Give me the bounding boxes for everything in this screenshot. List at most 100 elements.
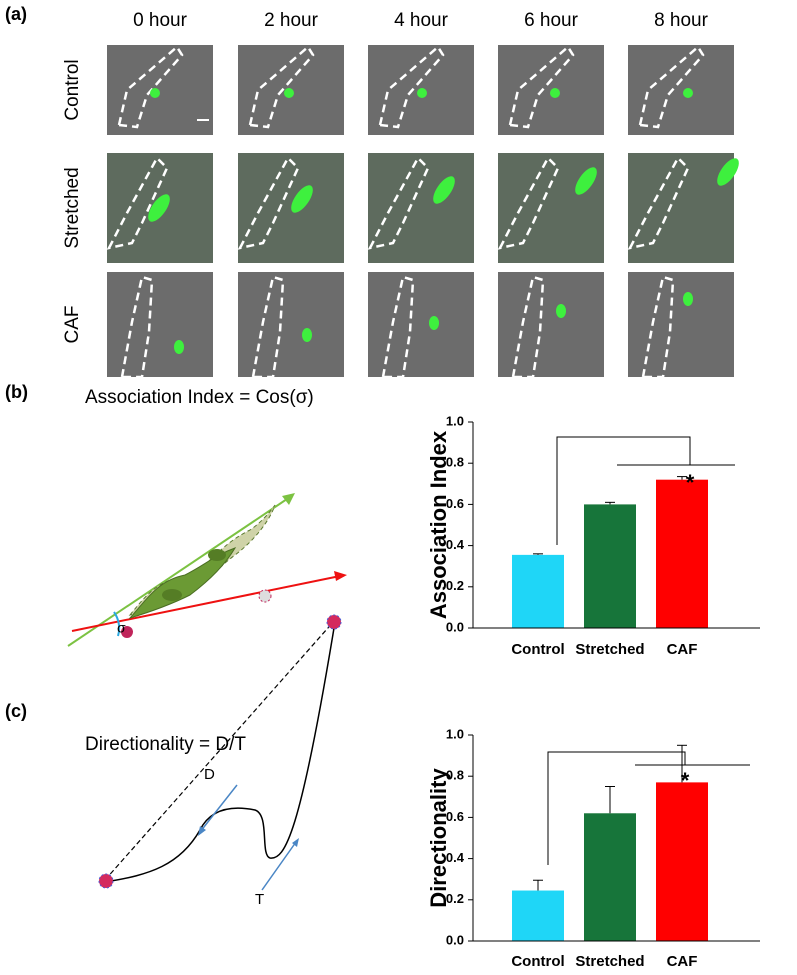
y-axis-title: Association Index — [426, 430, 451, 619]
column-header: 6 hour — [524, 10, 579, 31]
outline — [508, 45, 575, 129]
y-tick-label: 0.4 — [446, 537, 465, 552]
y-tick-label: 0.6 — [446, 496, 464, 511]
outline — [367, 155, 430, 250]
cell — [429, 316, 439, 330]
cell — [302, 328, 312, 342]
y-tick-label: 1.0 — [446, 726, 464, 741]
cell — [717, 158, 739, 186]
outline — [511, 275, 545, 379]
y-axis-title: Directionality — [426, 768, 451, 908]
angle-label: σ — [117, 620, 126, 636]
outline — [381, 275, 415, 379]
outline — [120, 275, 154, 379]
nucleus — [208, 549, 226, 561]
micrograph — [238, 153, 344, 263]
column-header: 4 hour — [394, 10, 449, 31]
pointer — [199, 784, 238, 833]
cell — [556, 304, 566, 318]
cell — [150, 88, 160, 98]
column-header: 0 hour — [133, 10, 188, 31]
y-tick-label: 0.0 — [446, 619, 464, 634]
x-tick-label: Control — [511, 641, 564, 658]
arrowhead — [292, 838, 299, 847]
y-tick-label: 0.8 — [446, 768, 464, 783]
micrograph — [107, 45, 213, 135]
cell — [291, 185, 313, 213]
x-tick-label: Stretched — [575, 641, 644, 658]
cell — [575, 167, 597, 195]
cell — [148, 194, 170, 222]
arrowhead — [334, 571, 347, 581]
cell — [683, 292, 693, 306]
equation: Directionality = D/T — [85, 734, 246, 755]
bar — [512, 890, 564, 941]
tumor-cell — [258, 589, 272, 603]
cell — [683, 88, 693, 98]
y-tick-label: 1.0 — [446, 413, 464, 428]
x-tick-label: CAF — [667, 953, 698, 970]
significance: * — [681, 768, 690, 793]
tumor-cell — [121, 626, 133, 638]
y-tick-label: 0.0 — [446, 932, 464, 947]
label: D — [204, 766, 215, 783]
cell — [128, 547, 237, 619]
tumor-cell — [98, 873, 114, 889]
pointer — [261, 841, 297, 891]
column-header: 2 hour — [264, 10, 319, 31]
outline — [248, 45, 315, 129]
micrograph — [368, 153, 474, 263]
row-label: Control — [62, 59, 83, 120]
bar — [584, 504, 636, 628]
y-tick-label: 0.6 — [446, 809, 464, 824]
micrograph — [628, 45, 734, 135]
cell — [174, 340, 184, 354]
outline — [497, 155, 560, 250]
x-tick-label: CAF — [667, 641, 698, 658]
bar — [656, 782, 708, 941]
trajectory — [104, 621, 336, 883]
panel-label: (a) — [5, 4, 27, 24]
cell — [417, 88, 427, 98]
y-tick-label: 0.4 — [446, 850, 465, 865]
outline — [638, 45, 705, 129]
nucleus — [162, 589, 182, 601]
label: T — [255, 891, 264, 908]
cell — [550, 88, 560, 98]
outline — [117, 45, 184, 129]
bracket — [556, 436, 691, 545]
fiber-axis — [71, 575, 341, 632]
bar — [656, 479, 708, 628]
arrowhead — [282, 493, 295, 505]
micrograph — [368, 272, 474, 377]
bar — [584, 813, 636, 941]
micrograph — [107, 272, 213, 377]
cell — [284, 88, 294, 98]
row-label: Stretched — [62, 167, 83, 248]
tumor-cell — [326, 614, 342, 630]
outline — [237, 155, 300, 250]
outline — [378, 45, 445, 129]
bar — [512, 554, 564, 628]
micrograph — [238, 272, 344, 377]
bracket — [547, 751, 686, 865]
cell — [433, 176, 455, 204]
equation: Association Index = Cos(σ) — [85, 387, 314, 408]
angle-arc — [113, 611, 121, 637]
column-header: 8 hour — [654, 10, 709, 31]
arrowhead — [198, 826, 206, 836]
y-tick-label: 0.8 — [446, 455, 464, 470]
x-tick-label: Control — [511, 953, 564, 970]
row-label: CAF — [62, 306, 83, 344]
diagram-c: D T — [98, 614, 342, 908]
y-tick-label: 0.2 — [446, 891, 464, 906]
panel-label: (b) — [5, 382, 28, 402]
y-tick-label: 0.2 — [446, 578, 464, 593]
micrograph — [628, 153, 734, 263]
micrograph — [628, 272, 734, 377]
panel-label: (c) — [5, 701, 27, 721]
cell-axis — [67, 496, 291, 647]
significance-bracket — [547, 436, 750, 865]
diagram-b: σ — [67, 493, 347, 647]
